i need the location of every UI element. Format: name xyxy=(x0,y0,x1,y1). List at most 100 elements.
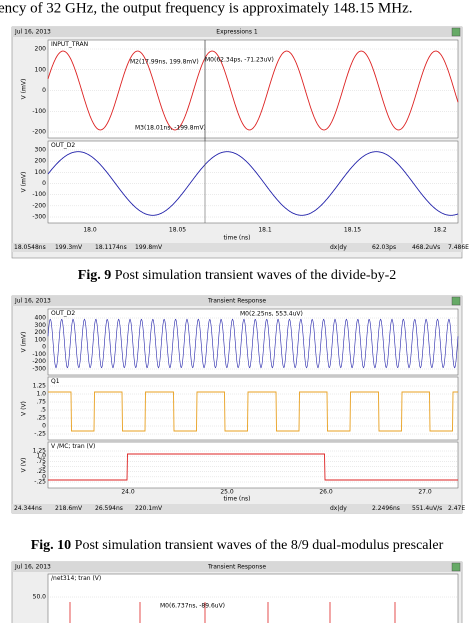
window-title: Expressions 1 xyxy=(216,29,258,36)
body-text: ency of 32 GHz, the output frequency is … xyxy=(0,0,412,16)
y-tick-label: 300 xyxy=(35,147,47,154)
caption: Fig. 9 Post simulation transient waves o… xyxy=(78,268,396,283)
y-tick-label: 200 xyxy=(35,158,47,165)
y-tick-label: .75 xyxy=(36,399,46,406)
caption-text: Post simulation transient waves of the d… xyxy=(111,268,396,283)
x-tick-label: 18.0 xyxy=(83,227,97,234)
window-header xyxy=(12,296,462,306)
window-header xyxy=(12,27,462,37)
x-tick-label: 24.0 xyxy=(121,489,135,496)
y-tick-label: .25 xyxy=(36,415,46,422)
trace-label: Q1 xyxy=(51,378,60,385)
trace-label: OUT_D2 xyxy=(51,142,75,149)
x-tick-label: 18.1 xyxy=(258,227,272,234)
x-tick-label: 27.0 xyxy=(418,489,432,496)
y-tick-label: 300 xyxy=(35,322,47,329)
window-title: Transient Response xyxy=(207,564,266,571)
status-bar xyxy=(12,243,462,252)
y-axis-label: V (V) xyxy=(21,401,28,416)
status-field: 2.47E xyxy=(448,505,465,512)
waveform xyxy=(48,453,458,481)
marker-label: M0(6.737ns, -89.6uV) xyxy=(160,603,225,610)
status-field: 199.8mV xyxy=(135,244,163,251)
trace-label-bg xyxy=(49,310,79,317)
x-tick-label: 18.15 xyxy=(344,227,361,234)
date: Jul 16, 2013 xyxy=(14,29,51,36)
waveform xyxy=(47,50,459,131)
x-axis-label: time (ns) xyxy=(223,235,250,242)
trace-label-bg xyxy=(49,443,111,450)
date: Jul 16, 2013 xyxy=(14,298,51,305)
y-tick-label: -100 xyxy=(32,191,46,198)
x-tick-label: 26.0 xyxy=(319,489,333,496)
status-field: 199.3mV xyxy=(55,244,83,251)
y-tick-label: -100 xyxy=(32,351,46,358)
y-tick-label: 1.25 xyxy=(33,383,47,390)
window-title: Transient Response xyxy=(207,298,266,305)
status-field: 218.6mV xyxy=(55,505,83,512)
y-tick-label: 0 xyxy=(42,473,46,480)
plot-area xyxy=(47,39,459,139)
status-field: 220.1mV xyxy=(135,505,163,512)
waveform xyxy=(48,391,458,432)
status-field: 2.2496ns xyxy=(372,505,400,512)
y-tick-label: 200 xyxy=(35,46,47,53)
caption-label: Fig. 9 xyxy=(78,268,111,283)
x-tick-label: 18.05 xyxy=(169,227,186,234)
window-header xyxy=(12,562,462,572)
status-field: 551.4uV/s xyxy=(412,505,442,512)
y-axis-label: V (V) xyxy=(21,458,28,473)
x-tick-label: 18.2 xyxy=(433,227,447,234)
status-field: 7.486E xyxy=(448,244,469,251)
plot-area xyxy=(47,376,459,441)
y-tick-label: 1.25 xyxy=(33,448,47,455)
trace-label: INPUT_TRAN xyxy=(51,41,88,48)
marker-label: M2(17.99ns, 199.8mV) xyxy=(130,59,199,66)
status-field: dx|dy xyxy=(330,505,347,512)
waveform xyxy=(47,318,459,369)
trace-label: OUT_D2 xyxy=(51,310,75,317)
y-tick-label: 100 xyxy=(35,336,47,343)
y-tick-label: 0 xyxy=(42,87,46,94)
trace-label-bg xyxy=(49,575,119,582)
y-tick-label: 0 xyxy=(42,423,46,430)
y-axis-label: V (mV) xyxy=(21,332,28,353)
close-icon xyxy=(451,27,461,37)
y-tick-label: .25 xyxy=(36,468,46,475)
caption-text: Post simulation transient waves of the 8… xyxy=(71,538,443,553)
status-bar xyxy=(12,504,462,513)
waveform xyxy=(47,151,459,216)
status-field: 18.0548ns xyxy=(14,244,46,251)
y-tick-label: -.25 xyxy=(34,479,46,486)
y-tick-label: 1.0 xyxy=(36,391,46,398)
y-tick-label: 100 xyxy=(35,169,47,176)
x-tick-label: 25.0 xyxy=(220,489,234,496)
marker-label: M0(2.25ns, 553.4uV) xyxy=(240,311,303,318)
status-field: dx|dy xyxy=(330,244,347,251)
y-tick-label: -200 xyxy=(32,129,46,136)
y-tick-label: .75 xyxy=(36,458,46,465)
y-axis-label: V (mV) xyxy=(21,79,28,100)
y-tick-label: -.25 xyxy=(34,431,46,438)
status-field: 26.594ns xyxy=(95,505,123,512)
trace-label: /net314; tran (V) xyxy=(51,575,101,582)
plot-area xyxy=(47,308,459,376)
caption-label: Fig. 10 xyxy=(31,538,71,553)
y-tick-label: 0 xyxy=(42,180,46,187)
y-tick-label: .5 xyxy=(40,463,46,470)
date: Jul 16, 2013 xyxy=(14,564,51,571)
y-tick-label: 200 xyxy=(35,329,47,336)
marker-label: M3(18.01ns, -199.8mV) xyxy=(135,125,206,132)
y-tick-label: 50.0 xyxy=(33,594,47,601)
y-tick-label: -200 xyxy=(32,358,46,365)
trace-label-bg xyxy=(49,378,65,385)
status-field: 18.1174ns xyxy=(95,244,127,251)
y-tick-label: 100 xyxy=(35,66,47,73)
plot-area xyxy=(47,140,459,224)
status-field: 468.2uVs xyxy=(412,244,440,251)
y-tick-label: 1.0 xyxy=(36,453,46,460)
caption: Fig. 10 Post simulation transient waves … xyxy=(31,538,444,553)
y-tick-label: -200 xyxy=(32,202,46,209)
close-icon xyxy=(451,562,461,572)
